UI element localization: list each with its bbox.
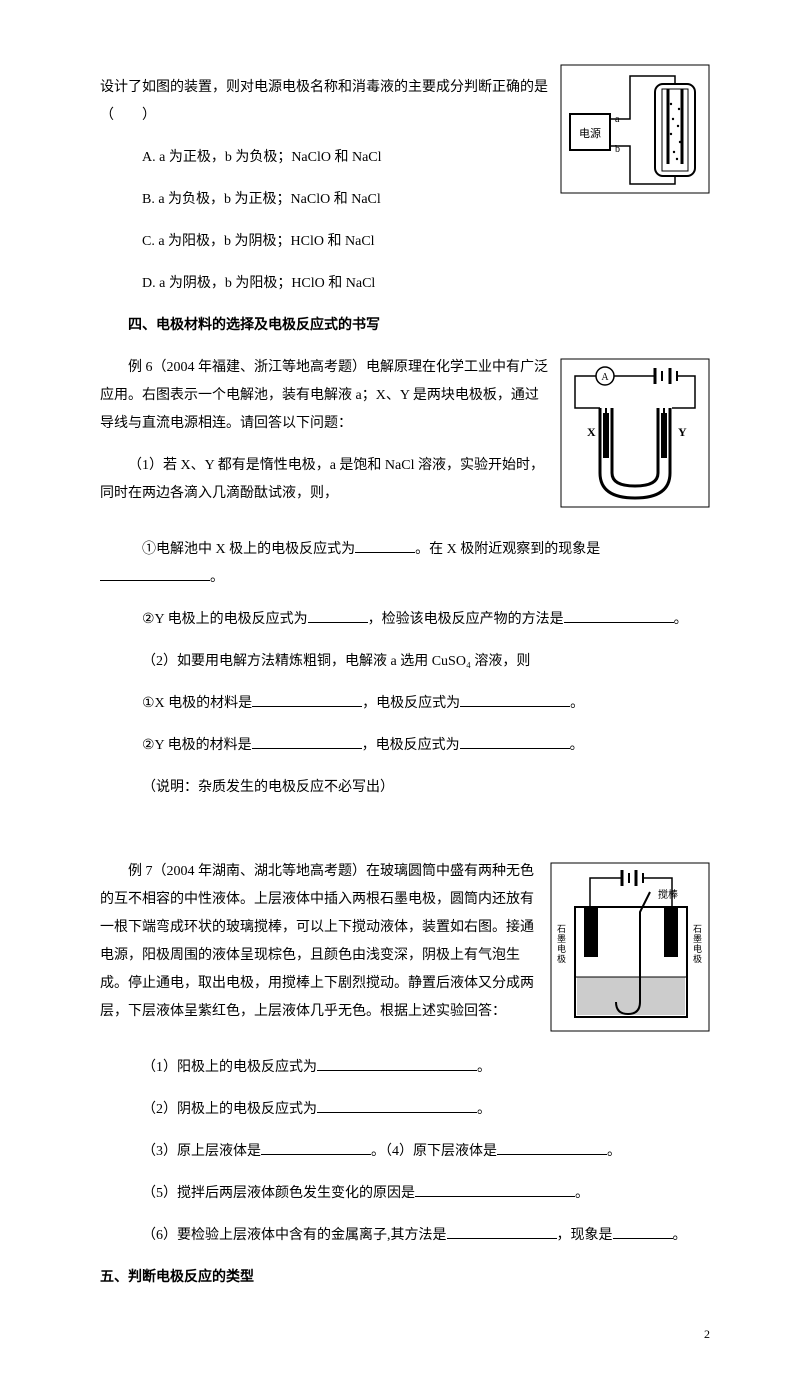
ex6-q2: （2）如要用电解方法精炼粗铜，电解液 a 选用 CuSO₄ 溶液，则 (100, 648, 710, 676)
ex7-q5: （5）搅拌后两层液体颜色发生变化的原因是。 (100, 1180, 710, 1208)
section-5-heading: 五、判断电极反应的类型 (100, 1264, 710, 1292)
option-c: C. a 为阳极，b 为阴极；HClO 和 NaCl (100, 228, 710, 256)
ex6-q2a: ①X 电极的材料是，电极反应式为。 (100, 690, 710, 718)
fig3-rod-label: 搅棒 (658, 888, 678, 901)
fig1-source-label: 电源 (579, 126, 601, 140)
ex7-q6: （6）要检验上层液体中含有的金属离子,其方法是，现象是。 (100, 1222, 710, 1250)
page-number: 2 (100, 1322, 710, 1346)
svg-text:A: A (601, 372, 609, 383)
fig3-left-label: 石墨电极 (557, 924, 566, 964)
ex7-q1: （1）阳极上的电极反应式为。 (100, 1054, 710, 1082)
section-4-heading: 四、电极材料的选择及电极反应式的书写 (100, 312, 710, 340)
ex7-q2: （2）阴极上的电极反应式为。 (100, 1096, 710, 1124)
figure-glass-cylinder: 搅棒 石墨电极 石墨电极 (550, 862, 710, 1032)
ex6-q1a: ①电解池中 X 极上的电极反应式为。在 X 极附近观察到的现象是。 (100, 536, 710, 592)
fig2-y-label: Y (678, 425, 687, 439)
figure-electrolysis-device: 电源 a b (560, 64, 710, 194)
option-d: D. a 为阴极，b 为阳极；HClO 和 NaCl (100, 270, 710, 298)
ex6-q1b: ②Y 电极上的电极反应式为，检验该电极反应产物的方法是。 (100, 606, 710, 634)
ex6-q2b: ②Y 电极的材料是，电极反应式为。 (100, 732, 710, 760)
fig2-x-label: X (587, 425, 596, 439)
ex6-note: （说明：杂质发生的电极反应不必写出） (100, 774, 710, 802)
figure-electrolysis-cell: A X Y (560, 358, 710, 508)
ex7-q3: （3）原上层液体是。（4）原下层液体是。 (100, 1138, 710, 1166)
fig3-right-label: 石墨电极 (693, 924, 702, 964)
